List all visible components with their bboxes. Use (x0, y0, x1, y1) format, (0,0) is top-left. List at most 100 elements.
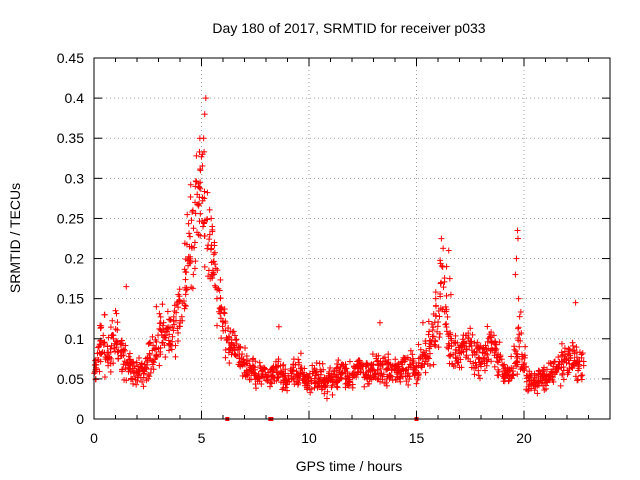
data-point (340, 362, 347, 369)
data-point (149, 333, 156, 340)
data-point (405, 381, 412, 388)
data-point (153, 352, 160, 359)
data-point (369, 367, 376, 374)
data-point (532, 381, 539, 388)
data-point (377, 365, 384, 372)
data-point (295, 372, 302, 379)
data-point (261, 366, 268, 373)
data-point (535, 367, 542, 374)
data-point (141, 361, 148, 368)
data-point (421, 351, 428, 358)
data-point (117, 340, 124, 347)
data-point (206, 236, 213, 243)
data-point (293, 368, 300, 375)
data-point (437, 330, 444, 337)
data-point (106, 354, 113, 361)
data-point (222, 327, 229, 334)
data-point (232, 337, 239, 344)
data-point (508, 353, 515, 360)
data-point (317, 366, 324, 373)
data-point (138, 361, 145, 368)
data-point (201, 263, 208, 270)
data-point (407, 347, 414, 354)
data-point (107, 368, 114, 375)
data-point (309, 370, 316, 377)
data-point (516, 313, 523, 320)
data-point (274, 375, 281, 382)
data-point (127, 360, 134, 367)
data-point (475, 372, 482, 379)
data-point (201, 195, 208, 202)
data-point (558, 340, 565, 347)
data-point (201, 188, 208, 195)
data-point (131, 363, 138, 370)
data-point (162, 334, 169, 341)
x-tick-label: 5 (198, 430, 206, 446)
data-point (231, 346, 238, 353)
data-point (387, 372, 394, 379)
data-point (157, 320, 164, 327)
data-point (226, 360, 233, 367)
data-point (221, 306, 228, 313)
data-point (346, 358, 353, 365)
data-point (440, 245, 447, 252)
data-point (368, 376, 375, 383)
data-point (130, 380, 137, 387)
outlier-point (209, 223, 216, 230)
data-point (244, 357, 251, 364)
data-point (199, 162, 206, 169)
data-point (114, 319, 121, 326)
data-point (443, 320, 450, 327)
data-point (156, 362, 163, 369)
data-point (214, 322, 221, 329)
outlier-point (443, 263, 450, 270)
data-point (476, 355, 483, 362)
data-point (541, 387, 548, 394)
data-point (573, 354, 580, 361)
data-point (558, 358, 565, 365)
data-point (448, 343, 455, 350)
data-point (201, 220, 208, 227)
data-point (214, 267, 221, 274)
y-axis-label: SRMTID / TECUs (7, 183, 23, 293)
data-point (105, 334, 112, 341)
x-tick-label: 0 (90, 430, 98, 446)
data-point (181, 302, 188, 309)
data-point (123, 377, 130, 384)
data-point (521, 352, 528, 359)
data-point (109, 317, 116, 324)
data-point (487, 333, 494, 340)
data-point (500, 375, 507, 382)
data-point (559, 371, 566, 378)
data-point (113, 344, 120, 351)
data-point (369, 351, 376, 358)
data-point (514, 353, 521, 360)
data-point (374, 366, 381, 373)
data-point (491, 339, 498, 346)
data-point (147, 339, 154, 346)
data-point (440, 284, 447, 291)
data-point (357, 369, 364, 376)
data-point (395, 367, 402, 374)
data-point (219, 323, 226, 330)
data-point (478, 360, 485, 367)
data-point (403, 378, 410, 385)
data-point (493, 354, 500, 361)
data-point (172, 342, 179, 349)
data-point (328, 384, 335, 391)
data-point (398, 370, 405, 377)
data-point (197, 210, 204, 217)
data-point (308, 377, 315, 384)
data-point (442, 321, 449, 328)
data-point (256, 359, 263, 366)
data-point (323, 395, 330, 402)
data-point (273, 377, 280, 384)
data-point (191, 239, 198, 246)
data-point (321, 390, 328, 397)
outlier-point (419, 319, 426, 326)
data-point (131, 365, 138, 372)
data-point (560, 376, 567, 383)
data-point (394, 364, 401, 371)
data-point (187, 258, 194, 265)
